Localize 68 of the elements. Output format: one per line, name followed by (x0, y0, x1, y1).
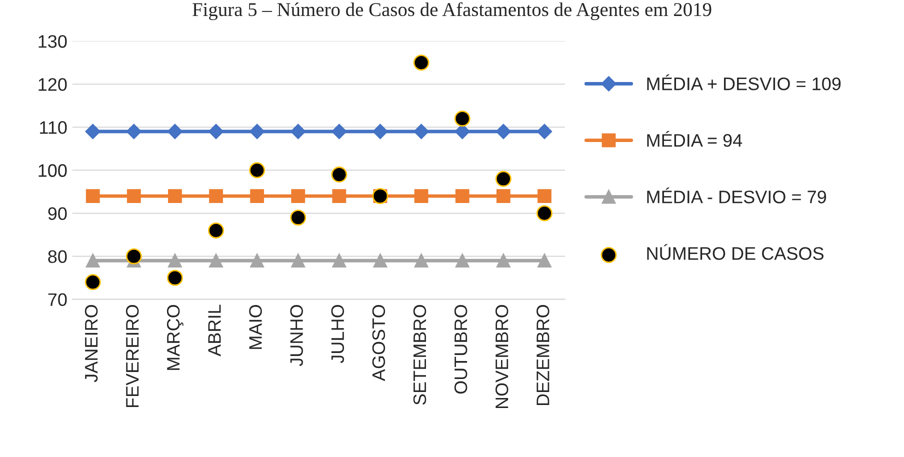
x-tick-label: ABRIL (208, 304, 221, 356)
point (85, 124, 100, 140)
x-tick-label: AGOSTO (372, 305, 386, 382)
y-tick-label: 120 (38, 78, 67, 91)
x-tick-label: OUTUBRO (454, 305, 468, 394)
x-tick-label: JULHO (331, 305, 344, 364)
point (538, 254, 552, 268)
point (168, 189, 182, 203)
point (496, 189, 510, 203)
point (208, 222, 224, 238)
point (126, 189, 141, 203)
x-tick-label: MARÇO (166, 305, 184, 370)
x-tick-label: DEZEMBRO (536, 305, 550, 406)
point (538, 189, 552, 203)
point (209, 254, 223, 268)
point (454, 110, 470, 127)
point (209, 189, 223, 203)
legend-label: MÉDIA + DESVIO = 109 (647, 74, 841, 90)
point (291, 254, 306, 268)
x-tick-label: JANEIRO (84, 305, 98, 382)
y-tick-label: 90 (48, 207, 67, 220)
point (84, 274, 101, 290)
point (373, 254, 388, 268)
y-tick-label: 110 (40, 121, 67, 134)
point (290, 124, 306, 140)
point (496, 254, 510, 268)
point (167, 124, 183, 140)
point (495, 170, 512, 187)
x-tick-label: FEVEREIRO (126, 305, 139, 408)
y-tick-label: 100 (38, 164, 67, 177)
point (414, 254, 428, 268)
point (413, 54, 430, 71)
chart-title: Figura 5 – Número de Casos de Afastamentos de Agentes em 2019 (192, 2, 712, 20)
point (414, 189, 428, 203)
point (291, 189, 306, 203)
point (536, 124, 552, 140)
point (332, 124, 347, 140)
point (414, 124, 429, 140)
point (496, 124, 511, 140)
point (536, 205, 552, 222)
point (250, 189, 264, 203)
x-tick-label: JUNHO (290, 305, 303, 366)
legend-label: MÉDIA - DESVIO = 79 (647, 188, 826, 204)
x-tick-label: MAIO (249, 305, 262, 349)
y-tick-label: 70 (48, 293, 67, 306)
point (86, 254, 100, 268)
y-tick-label: 130 (38, 35, 67, 48)
point (168, 254, 182, 268)
point (250, 254, 264, 268)
point (372, 124, 388, 140)
legend-label: MÉDIA = 94 (647, 130, 742, 147)
point (249, 162, 266, 178)
point (290, 210, 306, 226)
point (332, 189, 346, 203)
point (126, 124, 142, 140)
legend-label: NÚMERO DE CASOS (647, 244, 824, 260)
y-tick-label: 80 (48, 250, 67, 264)
point (86, 189, 100, 203)
point (250, 124, 265, 140)
point (332, 254, 346, 268)
point (455, 254, 470, 268)
point (455, 189, 470, 203)
point (331, 166, 348, 183)
point (126, 248, 142, 264)
x-tick-label: SETEMBRO (413, 305, 426, 405)
point (166, 270, 183, 286)
point (208, 124, 224, 140)
x-tick-label: NOVEMBRO (495, 305, 508, 408)
